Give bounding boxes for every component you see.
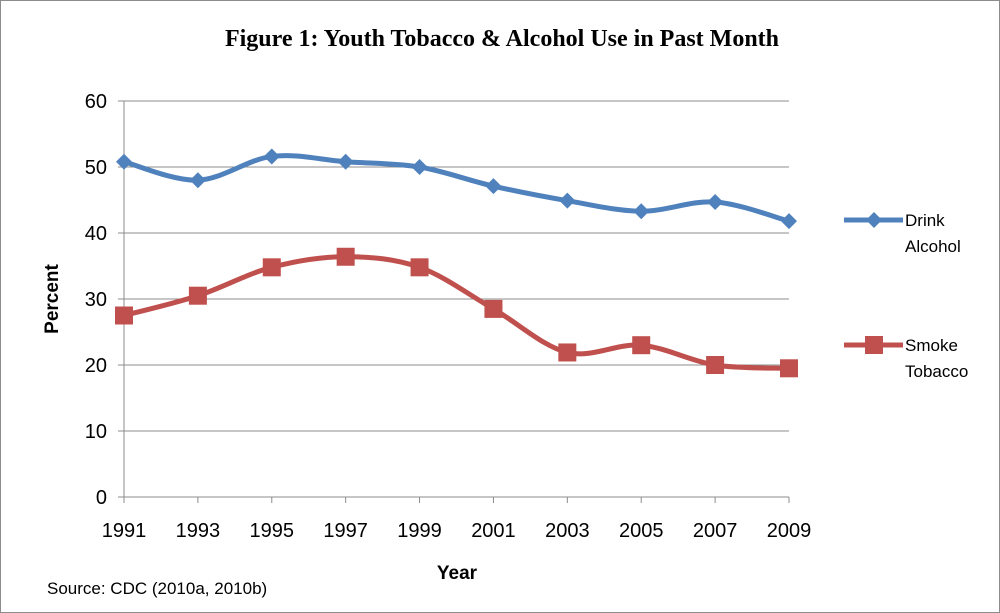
data-point xyxy=(262,258,281,277)
y-tick-label: 10 xyxy=(85,421,107,443)
data-point xyxy=(484,299,503,318)
legend-marker xyxy=(865,336,883,354)
y-tick-label: 0 xyxy=(96,487,107,509)
series-layer xyxy=(115,148,798,378)
x-tick-label: 1999 xyxy=(397,520,442,542)
x-tick-label: 1995 xyxy=(250,520,295,542)
y-tick-label: 20 xyxy=(85,355,107,377)
y-tick-label: 30 xyxy=(85,289,107,311)
data-point xyxy=(188,286,207,305)
data-point xyxy=(633,203,650,220)
x-tick-label: 1991 xyxy=(102,520,147,542)
x-tick-labels: 1991 1993 1995 1997 1999 2001 2003 2005 2007 2009 xyxy=(102,520,812,542)
data-point xyxy=(116,153,132,170)
x-tick-label: 1993 xyxy=(176,520,221,542)
y-axis-label: Percent xyxy=(42,263,63,333)
legend: Drink Alcohol Smoke Tobacco xyxy=(844,211,968,381)
source-note: Source: CDC (2010a, 2010b) xyxy=(47,579,267,598)
x-tick-label: 2001 xyxy=(471,520,516,542)
data-point xyxy=(485,178,502,195)
data-point xyxy=(410,258,429,277)
legend-marker xyxy=(866,212,882,228)
x-tick-label: 2009 xyxy=(767,520,812,542)
series-smoke-tobacco xyxy=(115,247,798,378)
x-tick-label: 2007 xyxy=(693,520,738,542)
data-point xyxy=(781,213,797,230)
series-line xyxy=(121,254,792,371)
series-line xyxy=(121,153,792,224)
y-tick-labels: 0 10 20 30 40 50 60 xyxy=(85,91,107,509)
gridlines xyxy=(124,100,789,432)
legend-label: Smoke xyxy=(905,336,958,355)
data-point xyxy=(707,193,724,210)
y-tick-label: 40 xyxy=(85,223,107,245)
data-point xyxy=(411,159,428,175)
axes xyxy=(118,100,790,503)
y-tick-label: 50 xyxy=(85,157,107,179)
data-point xyxy=(780,359,798,378)
data-point xyxy=(336,247,355,266)
data-point xyxy=(263,148,280,165)
legend-label: Tobacco xyxy=(905,362,968,381)
data-point xyxy=(337,153,354,170)
chart-title: Figure 1: Youth Tobacco & Alcohol Use in… xyxy=(225,26,779,52)
data-point xyxy=(632,336,651,355)
x-tick-label: 2003 xyxy=(545,520,590,542)
legend-label: Drink xyxy=(905,211,945,230)
series-drink-alcohol xyxy=(116,148,797,230)
data-point xyxy=(115,306,133,325)
legend-label: Alcohol xyxy=(905,237,961,256)
y-tick-label: 60 xyxy=(85,91,107,113)
data-point xyxy=(558,343,577,362)
data-point xyxy=(706,356,725,374)
x-tick-label: 2005 xyxy=(619,520,664,542)
data-point xyxy=(189,172,206,189)
data-point xyxy=(559,192,576,209)
x-tick-label: 1997 xyxy=(323,520,368,542)
x-axis-label: Year xyxy=(437,563,478,584)
